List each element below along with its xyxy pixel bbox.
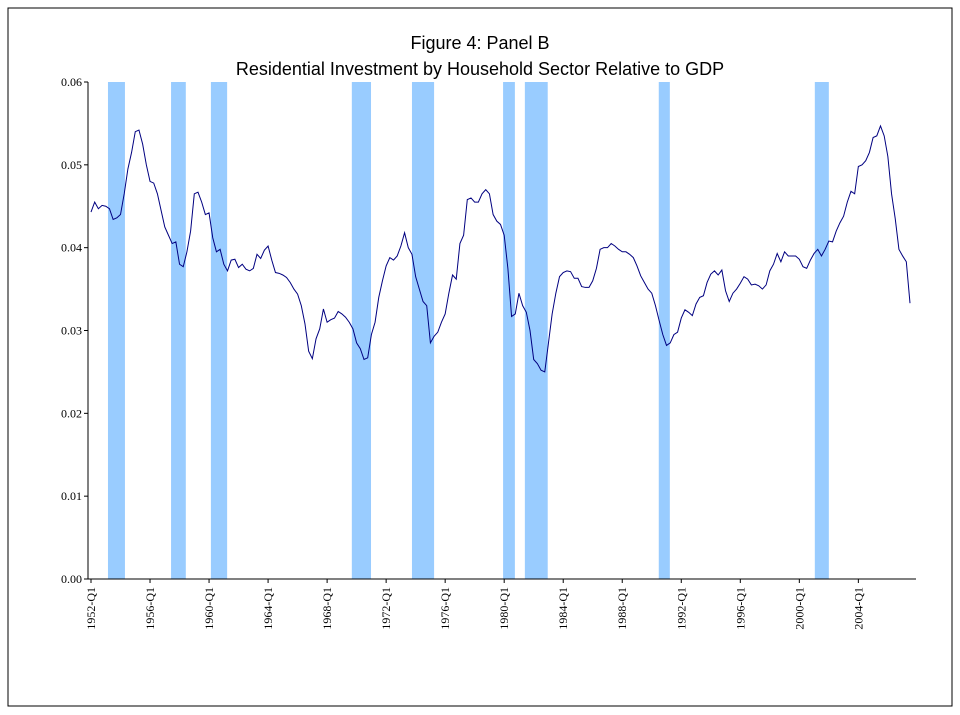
- y-tick-label: 0.02: [61, 406, 82, 420]
- recession-band: [351, 82, 372, 579]
- x-tick-label: 1996-Q1: [733, 587, 747, 630]
- y-tick-label: 0.03: [61, 324, 82, 338]
- y-tick-label: 0.06: [61, 75, 82, 89]
- recession-band: [814, 82, 829, 579]
- x-tick-label: 1956-Q1: [143, 587, 157, 630]
- x-tick-label: 1984-Q1: [556, 587, 570, 630]
- y-tick-label: 0.00: [61, 572, 82, 586]
- y-tick-label: 0.01: [61, 489, 82, 503]
- x-tick-label: 1952-Q1: [84, 587, 98, 630]
- recession-band: [524, 82, 548, 579]
- recession-band: [658, 82, 670, 579]
- chart-title: Figure 4: Panel B: [410, 33, 549, 53]
- recession-band: [503, 82, 515, 579]
- x-tick-label: 1960-Q1: [202, 587, 216, 630]
- recession-band: [107, 82, 125, 579]
- chart-border: [7, 7, 953, 707]
- recession-band: [210, 82, 228, 579]
- x-tick-label: 1968-Q1: [320, 587, 334, 630]
- x-tick-label: 2004-Q1: [851, 587, 865, 630]
- recession-band: [171, 82, 186, 579]
- y-tick-label: 0.05: [61, 158, 82, 172]
- x-tick-label: 1972-Q1: [379, 587, 393, 630]
- chart-subtitle: Residential Investment by Household Sect…: [236, 59, 724, 79]
- x-tick-label: 1980-Q1: [497, 587, 511, 630]
- y-tick-label: 0.04: [61, 241, 82, 255]
- x-tick-label: 2000-Q1: [792, 587, 806, 630]
- recession-band: [411, 82, 435, 579]
- data-line: [90, 124, 911, 373]
- x-tick-label: 1964-Q1: [261, 587, 275, 630]
- x-tick-label: 1992-Q1: [674, 587, 688, 630]
- x-tick-label: 1976-Q1: [438, 587, 452, 630]
- x-tick-label: 1988-Q1: [615, 587, 629, 630]
